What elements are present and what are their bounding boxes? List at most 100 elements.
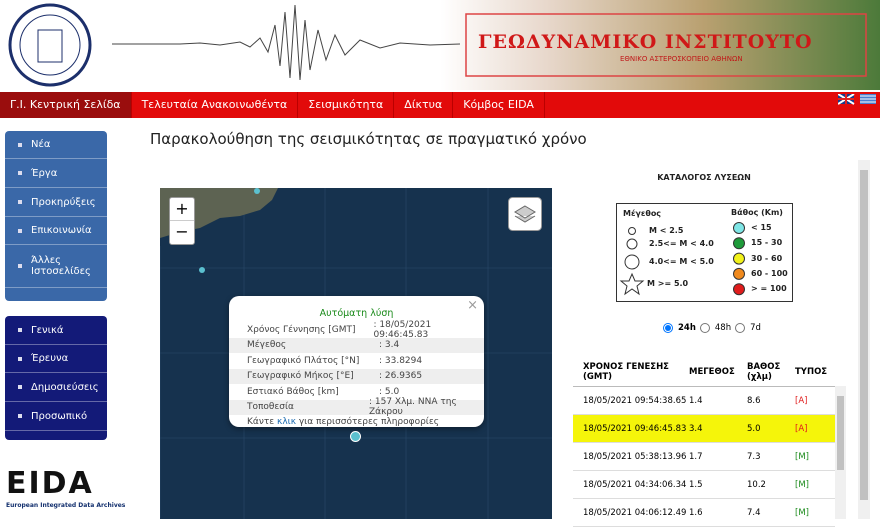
catalog-title: ΚΑΤΑΛΟΓΟΣ ΛΥΣΕΩΝ: [657, 173, 751, 182]
popup-close[interactable]: ×: [467, 298, 478, 313]
sidebar-item[interactable]: Γενικά: [5, 316, 107, 345]
legend-symbol: [624, 254, 640, 270]
popup-label: Τοποθεσία: [247, 402, 294, 413]
popup-label: Εστιακό Βάθος [km]: [247, 386, 339, 397]
sidebar-item[interactable]: Άλλες Ιστοσελίδες: [5, 245, 107, 288]
nav-item[interactable]: Τελευταία Ανακοινωθέντα: [132, 92, 299, 118]
eida-caption: European Integrated Data Archives: [6, 502, 126, 509]
popup-label: Χρόνος Γέννησης [GMT]: [247, 324, 356, 335]
popup-row: Μέγεθος: 3.4: [229, 337, 484, 353]
nav-item[interactable]: Γ.Ι. Κεντρική Σελίδα: [0, 92, 132, 118]
column-header: ΤΥΠΟΣ: [795, 367, 828, 377]
zoom-in[interactable]: +: [170, 198, 194, 221]
legend-label: > = 100: [751, 284, 787, 294]
table-cell: [A]: [795, 423, 808, 434]
popup-value: : 5.0: [379, 386, 400, 397]
table-cell: 18/05/2021 05:38:13.96: [583, 451, 687, 462]
popup-value: : 18/05/2021 09:46:45.83: [373, 319, 432, 340]
nav-item[interactable]: Δίκτυα: [394, 92, 454, 118]
popup-value: : 157 Χλμ. ΝΝΑ της Ζάκρου: [368, 397, 457, 418]
legend-symbol: [733, 237, 745, 250]
language-flags[interactable]: [838, 94, 880, 106]
layers-button[interactable]: [508, 197, 542, 231]
page-scrollbar: [858, 160, 870, 519]
popup-rows: Χρόνος Γέννησης [GMT] : 18/05/2021 09:46:…: [229, 319, 484, 418]
table-cell: 1.4: [689, 395, 703, 406]
sidebar-item[interactable]: Έργα: [5, 159, 107, 188]
column-header: ΒΑΘΟΣ (χλμ): [747, 362, 781, 382]
legend-title: Βάθος (Km): [731, 208, 783, 217]
table-cell: 18/05/2021 09:46:45.83: [583, 423, 687, 434]
table-cell: 1.5: [689, 479, 703, 490]
table-scrollbar: [835, 386, 846, 519]
sidebar-item[interactable]: Νέα: [5, 131, 107, 159]
legend-symbol: [733, 222, 745, 234]
table-cell: 8.6: [747, 395, 761, 406]
catalog-table: ΧΡΟΝΟΣ ΓΕΝΕΣΗΣ (GMT) ΜΕΓΕΘΟΣ ΒΑΘΟΣ (χλμ) ΤΥ…: [573, 358, 835, 527]
legend-title: Μέγεθος: [623, 209, 662, 218]
table-cell: 10.2: [747, 479, 766, 490]
nav-bar: Γ.Ι. Κεντρική Σελίδα Τελευταία Ανακοινωθέ…: [0, 92, 880, 118]
site-title: ΓΕΩΔΥΝΑΜΙΚΟ ΙΝΣΤΙΤΟΥΤΟ: [478, 31, 813, 53]
page-title: Παρακολούθηση της σεισμικότητας σε πραγμ…: [150, 130, 587, 148]
table-cell: [M]: [795, 479, 809, 490]
period-selector: 24h 48h 7d: [663, 323, 761, 333]
table-row[interactable]: 18/05/2021 05:38:13.96 1.7 7.3 [M]: [573, 443, 835, 471]
legend-symbol: [626, 238, 638, 250]
popup-label: Γεωγραφικό Πλάτος [°N]: [247, 355, 360, 366]
event-marker[interactable]: [349, 430, 362, 443]
sidebar-item[interactable]: Δημοσιεύσεις: [5, 373, 107, 402]
table-row[interactable]: 18/05/2021 04:34:06.34 1.5 10.2 [M]: [573, 471, 835, 499]
legend-symbol: [733, 252, 745, 265]
period-radio[interactable]: [663, 323, 673, 333]
popup-label: Γεωγραφικό Μήκος [°E]: [247, 371, 354, 382]
sidebar-item[interactable]: Έρευνα: [5, 345, 107, 373]
table-cell: 7.4: [747, 507, 761, 518]
table-row[interactable]: 18/05/2021 09:46:45.83 3.4 5.0 [A]: [573, 415, 835, 443]
period-radio[interactable]: [735, 323, 746, 333]
popup-label: Μέγεθος: [247, 340, 287, 351]
table-cell: 3.4: [689, 423, 703, 434]
popup-text: Κάντε: [247, 417, 278, 427]
sidebar-item[interactable]: Προσωπικό: [5, 402, 107, 431]
site-subtitle: ΕΘΝΙΚΟ ΑΣΤΕΡΟΣΚΟΠΕΙΟ ΑΘΗΝΩΝ: [620, 55, 743, 63]
nav-item[interactable]: Σεισμικότητα: [298, 92, 395, 118]
legend-symbols: [619, 222, 745, 296]
zoom-control: + −: [169, 197, 195, 245]
table-row[interactable]: 18/05/2021 09:54:38.65 1.4 8.6 [A]: [573, 387, 835, 415]
legend-label: < 15: [751, 223, 772, 232]
period-label: 24h: [678, 323, 696, 333]
sidebar-item[interactable]: Προκηρύξεις: [5, 188, 107, 217]
legend-symbol: [628, 227, 636, 235]
popup-row: Χρόνος Γέννησης [GMT] : 18/05/2021 09:46:…: [229, 319, 484, 340]
legend-label: 15 - 30: [751, 238, 783, 248]
sidebar-menu: Νέα Έργα Προκηρύξεις Επικοινωνία Άλλες Ιστοσ…: [5, 131, 107, 301]
popup-text: για περισσότερες πληροφορίες: [296, 417, 440, 427]
table-cell: 5.0: [747, 423, 761, 434]
table-cell: 18/05/2021 09:54:38.65: [583, 395, 687, 406]
popup-value: : 26.9365: [379, 371, 423, 382]
period-label: 48h: [714, 323, 732, 333]
sidebar-item[interactable]: Επικοινωνία: [5, 217, 107, 245]
table-cell: 7.3: [747, 451, 761, 462]
header: ΓΕΩΔΥΝΑΜΙΚΟ ΙΝΣΤΙΤΟΥΤΟ ΕΘΝΙΚΟ ΑΣΤΕΡΟΣΚΟΠ…: [0, 0, 880, 90]
table-cell: 1.6: [689, 507, 703, 518]
period-label: 7d: [750, 323, 761, 333]
legend-label: 60 - 100: [751, 268, 788, 278]
legend: Μέγεθος Βάθος (Km) M < 2.5 2.5<= M < 4.0 4…: [616, 203, 793, 302]
popup-link[interactable]: κλικ: [277, 417, 296, 427]
popup-row: Εστιακό Βάθος [km] : 5.0: [229, 384, 484, 400]
zoom-out[interactable]: −: [175, 222, 189, 241]
table-header: ΧΡΟΝΟΣ ΓΕΝΕΣΗΣ (GMT) ΜΕΓΕΘΟΣ ΒΑΘΟΣ (χλμ) ΤΥ…: [573, 358, 835, 387]
sidebar-menu: Γενικά Έρευνα Δημοσιεύσεις Προσωπικό: [5, 316, 107, 440]
period-radio[interactable]: [699, 323, 710, 333]
legend-label: M >= 5.0: [647, 279, 689, 288]
legend-symbol: [733, 283, 745, 296]
column-header: ΜΕΓΕΘΟΣ: [689, 367, 735, 377]
map-popup: × Αυτόματη λύση Χρόνος Γέννησης [GMT]: 1…: [229, 296, 484, 427]
table-cell: [A]: [795, 395, 808, 406]
column-header: ΧΡΟΝΟΣ ΓΕΝΕΣΗΣ (GMT): [583, 362, 669, 382]
nav-item[interactable]: Κόμβος EIDA: [453, 92, 545, 118]
table-row[interactable]: 18/05/2021 04:06:12.49 1.6 7.4 [M]: [573, 499, 835, 527]
